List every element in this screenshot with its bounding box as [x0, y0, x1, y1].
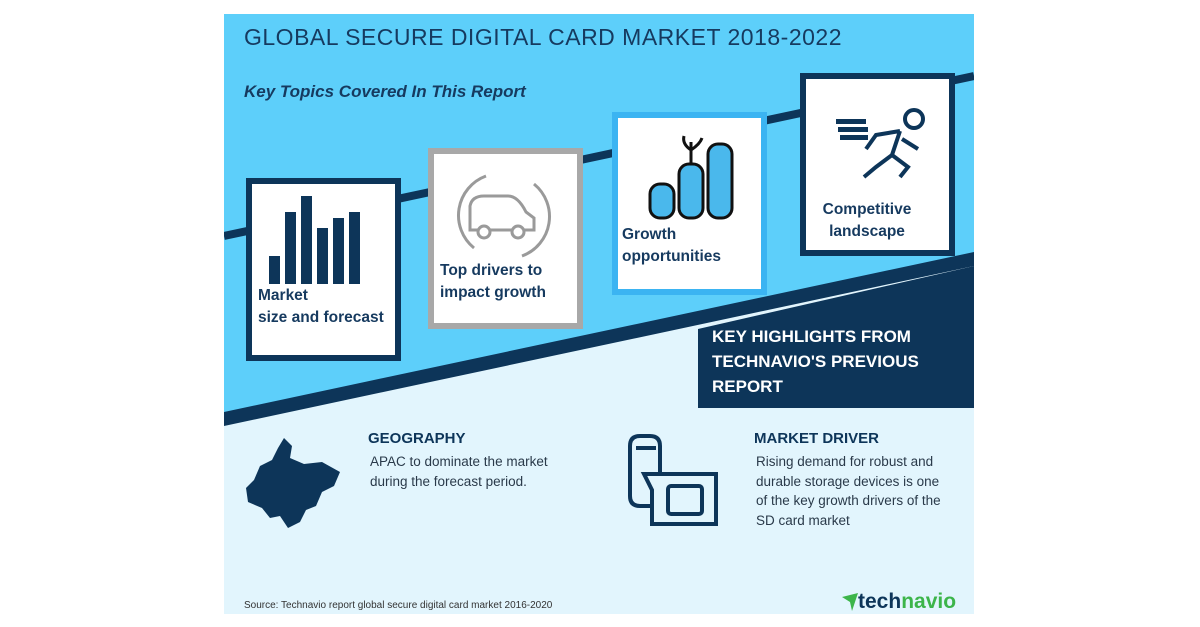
topic-label: Market	[258, 287, 308, 304]
topic-card-growth: Growth opportunities	[612, 112, 767, 295]
topic-label: landscape	[829, 223, 905, 240]
highlights-line: REPORT	[712, 377, 783, 396]
page-title: GLOBAL SECURE DIGITAL CARD MARKET 2018-2…	[244, 24, 842, 50]
logo-text: navio	[901, 590, 957, 613]
subtitle: Key Topics Covered In This Report	[244, 82, 526, 101]
logo-text: tech	[858, 590, 902, 613]
geography-text: APAC to dominate the market during the f…	[370, 452, 548, 491]
text-line: of the key growth drivers of the	[756, 493, 941, 508]
topic-card-competitive: Competitive landscape	[800, 73, 955, 256]
topic-label: Growth	[622, 226, 677, 243]
geography-heading: GEOGRAPHY	[368, 430, 466, 447]
technavio-logo: tech navio	[842, 590, 956, 614]
market-driver-heading: MARKET DRIVER	[754, 430, 880, 447]
text-line: during the forecast period.	[370, 473, 527, 489]
infographic: GLOBAL SECURE DIGITAL CARD MARKET 2018-2…	[224, 14, 974, 614]
source-note: Source: Technavio report global secure d…	[244, 600, 553, 611]
text-line: durable storage devices is one	[756, 473, 940, 489]
text-line: Rising demand for robust and	[756, 454, 934, 469]
text-line: SD card market	[756, 512, 850, 528]
text-line: APAC to dominate the market	[370, 454, 548, 469]
topic-label: size and forecast	[258, 309, 384, 326]
topic-label: Competitive	[822, 201, 912, 218]
topic-label: Top drivers to	[440, 262, 543, 279]
highlights-line: KEY HIGHLIGHTS FROM	[712, 327, 911, 346]
bar-chart-icon	[269, 196, 360, 284]
sd-card-icon	[628, 434, 718, 526]
topic-card-market-size: Market size and forecast	[246, 178, 401, 361]
topic-label: opportunities	[622, 248, 722, 265]
highlights-line: TECHNAVIO'S PREVIOUS	[712, 352, 919, 371]
running-man-icon	[836, 108, 925, 179]
logo-mark-icon	[842, 593, 858, 611]
topic-label: impact growth	[440, 284, 546, 301]
market-driver-text: Rising demand for robust and durable sto…	[756, 452, 941, 530]
coin-stacks-icon	[648, 135, 734, 220]
asia-map-icon	[246, 438, 340, 528]
topic-card-drivers: Top drivers to impact growth	[428, 148, 583, 329]
car-cycle-icon	[457, 174, 551, 258]
key-highlights-heading: KEY HIGHLIGHTS FROM TECHNAVIO'S PREVIOUS…	[712, 324, 919, 399]
